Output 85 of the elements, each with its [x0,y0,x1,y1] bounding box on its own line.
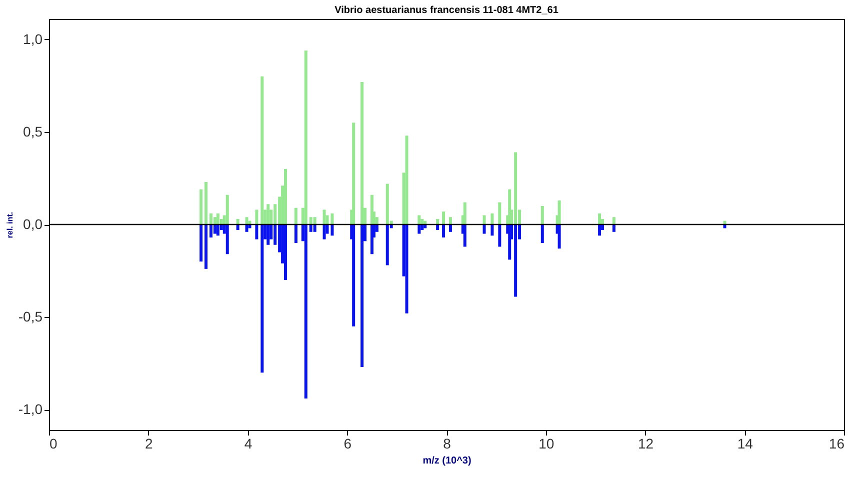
x-tick-label: 12 [638,436,654,452]
bar [313,224,316,232]
y-tick-label: 1,0 [23,30,43,47]
bar [418,224,421,234]
bar [294,208,298,224]
bar [260,224,264,373]
bar [514,224,518,297]
bar [418,215,421,224]
bar [322,210,326,224]
bar [226,194,229,224]
bar [436,224,440,230]
x-tick-label: 10 [538,436,554,452]
bar [482,224,486,234]
bar [463,202,466,224]
bar [255,224,258,240]
x-tick-label: 8 [443,436,452,452]
bar [490,213,494,224]
bar [498,202,502,224]
bar [386,184,389,224]
bar [405,136,408,224]
bar [498,224,502,247]
bar [236,224,240,230]
bar [284,224,288,280]
bar [540,224,544,244]
bar [386,224,389,266]
chart-title: Vibrio aestuarianus francensis 11-081 4MT2_61 [334,5,559,16]
bar [226,224,229,254]
bar [463,224,466,247]
x-tick-label: 4 [244,436,252,452]
bar [490,224,494,236]
bar [442,212,446,224]
x-tick-label: 2 [144,436,153,452]
bar [304,224,308,399]
x-tick-label: 0 [50,436,58,452]
bar [514,152,518,224]
bar [309,224,312,232]
bar [213,217,216,224]
bar [200,224,203,262]
bar [540,206,544,224]
bar [420,218,424,224]
y-tick-label: -1,0 [18,401,43,418]
x-tick-label: 6 [344,436,352,452]
bar [213,224,216,234]
bar [284,168,288,224]
bar [313,217,316,224]
bar [200,189,203,224]
bar [209,224,212,238]
bar [216,224,220,236]
bar [360,82,364,224]
y-tick-label: 0,0 [23,216,43,232]
bar [482,215,486,224]
bar [260,76,264,224]
bar [204,224,208,269]
y-tick-label: -0,5 [18,308,43,325]
x-tick-label: 16 [828,436,845,452]
bar [558,200,561,224]
bar [309,217,312,224]
bar [209,213,212,224]
y-axis-title: rel. int. [5,212,14,238]
bar [598,213,602,224]
bar [204,182,208,224]
bar [442,224,446,238]
bar [352,122,356,224]
bar [236,218,240,224]
bar [598,224,602,236]
bar [216,213,220,224]
bar [266,204,270,224]
bar [558,224,561,249]
bar [420,224,424,230]
bar [304,50,308,224]
bar [448,224,452,232]
bar [612,224,616,232]
bar [266,224,270,245]
x-tick-label: 14 [737,436,754,452]
bar [436,218,440,224]
bar [352,224,356,326]
bar [322,224,326,240]
bar [405,224,408,314]
x-axis-title: m/z (10^3) [422,456,472,466]
y-tick-label: 0,5 [23,123,43,140]
bar [448,217,452,224]
bar [294,224,298,244]
bar [255,210,258,224]
bar [612,217,616,224]
bar [360,224,364,368]
